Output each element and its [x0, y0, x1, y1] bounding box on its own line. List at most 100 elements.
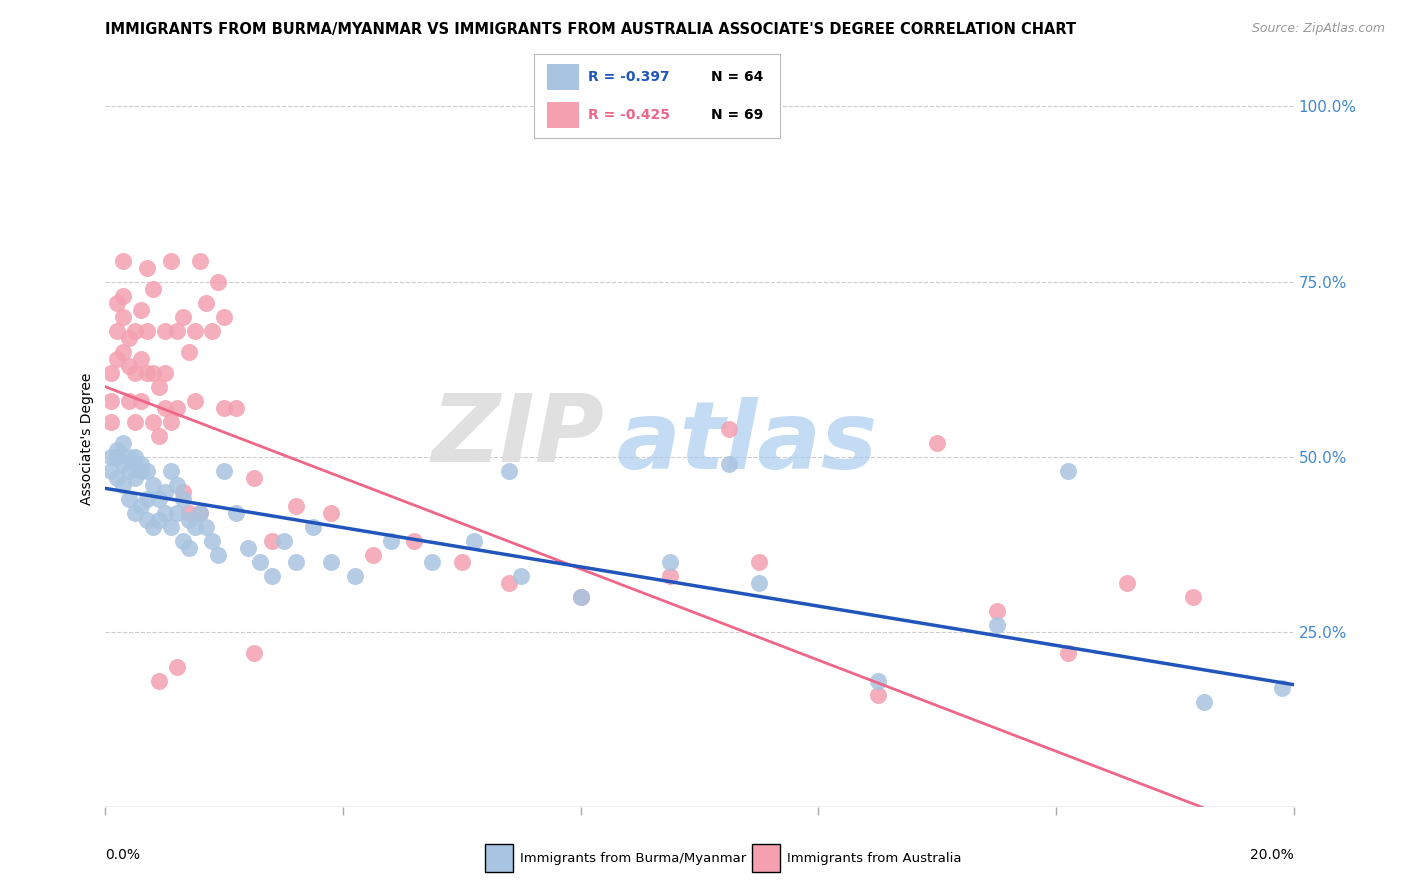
- Point: [1194, 695, 1216, 709]
- Point: [986, 618, 1008, 632]
- Point: [498, 464, 520, 478]
- Point: [153, 324, 176, 338]
- Point: [450, 555, 472, 569]
- Point: [1056, 646, 1078, 660]
- Point: [100, 450, 122, 464]
- Point: [321, 506, 343, 520]
- Point: [136, 260, 159, 275]
- Point: [195, 520, 218, 534]
- Bar: [547, 102, 579, 128]
- Point: [118, 359, 141, 373]
- Point: [225, 506, 247, 520]
- Point: [1181, 590, 1204, 604]
- Text: ZIP: ZIP: [432, 390, 605, 482]
- Point: [177, 344, 200, 359]
- Point: [284, 555, 307, 569]
- Point: [166, 660, 188, 674]
- Point: [112, 310, 135, 324]
- Text: Source: ZipAtlas.com: Source: ZipAtlas.com: [1251, 22, 1385, 36]
- Point: [1271, 681, 1294, 695]
- Point: [986, 604, 1008, 618]
- Point: [361, 548, 384, 562]
- Bar: [547, 63, 579, 90]
- Point: [321, 555, 343, 569]
- Point: [718, 457, 741, 471]
- Text: R = -0.425: R = -0.425: [588, 108, 671, 122]
- Point: [183, 324, 205, 338]
- Point: [172, 533, 194, 548]
- Point: [105, 295, 128, 310]
- Point: [183, 520, 205, 534]
- Point: [866, 674, 889, 689]
- Text: IMMIGRANTS FROM BURMA/MYANMAR VS IMMIGRANTS FROM AUSTRALIA ASSOCIATE'S DEGREE CO: IMMIGRANTS FROM BURMA/MYANMAR VS IMMIGRA…: [105, 22, 1077, 37]
- Point: [142, 282, 165, 296]
- Point: [105, 351, 128, 366]
- Text: R = -0.397: R = -0.397: [588, 70, 671, 84]
- Point: [201, 324, 224, 338]
- Point: [166, 478, 188, 492]
- Text: atlas: atlas: [616, 397, 877, 489]
- Point: [105, 324, 128, 338]
- Point: [569, 590, 592, 604]
- Point: [129, 393, 152, 408]
- Point: [273, 533, 295, 548]
- Text: N = 69: N = 69: [711, 108, 763, 122]
- Point: [100, 415, 122, 429]
- Point: [105, 471, 128, 485]
- Point: [207, 275, 229, 289]
- Point: [129, 464, 152, 478]
- Point: [112, 344, 135, 359]
- Point: [148, 513, 170, 527]
- Point: [302, 520, 325, 534]
- Point: [105, 450, 128, 464]
- Text: Immigrants from Australia: Immigrants from Australia: [787, 852, 962, 864]
- Point: [124, 450, 146, 464]
- Point: [136, 513, 159, 527]
- Point: [118, 450, 141, 464]
- Text: N = 64: N = 64: [711, 70, 763, 84]
- Point: [927, 435, 949, 450]
- Point: [112, 478, 135, 492]
- Point: [118, 331, 141, 345]
- Point: [136, 324, 159, 338]
- Text: 20.0%: 20.0%: [1250, 847, 1294, 862]
- Point: [166, 324, 188, 338]
- Point: [207, 548, 229, 562]
- Point: [148, 674, 170, 689]
- Point: [748, 576, 770, 591]
- Point: [142, 366, 165, 380]
- Point: [177, 506, 200, 520]
- Point: [658, 555, 681, 569]
- Point: [243, 646, 266, 660]
- Point: [201, 533, 224, 548]
- Point: [748, 555, 770, 569]
- Point: [112, 253, 135, 268]
- Point: [1056, 464, 1078, 478]
- Point: [225, 401, 247, 415]
- Point: [1116, 576, 1139, 591]
- Point: [100, 366, 122, 380]
- Point: [118, 491, 141, 506]
- Point: [124, 457, 146, 471]
- Point: [177, 541, 200, 555]
- Point: [172, 310, 194, 324]
- Point: [236, 541, 259, 555]
- Point: [124, 506, 146, 520]
- Point: [284, 499, 307, 513]
- Point: [569, 590, 592, 604]
- Point: [129, 457, 152, 471]
- Y-axis label: Associate's Degree: Associate's Degree: [80, 373, 94, 506]
- Point: [136, 464, 159, 478]
- Point: [136, 366, 159, 380]
- Point: [100, 464, 122, 478]
- Point: [498, 576, 520, 591]
- Point: [166, 401, 188, 415]
- Point: [172, 491, 194, 506]
- Point: [105, 442, 128, 457]
- Point: [112, 288, 135, 302]
- Point: [129, 302, 152, 317]
- Point: [166, 506, 188, 520]
- Point: [148, 491, 170, 506]
- Point: [343, 569, 366, 583]
- Point: [190, 253, 212, 268]
